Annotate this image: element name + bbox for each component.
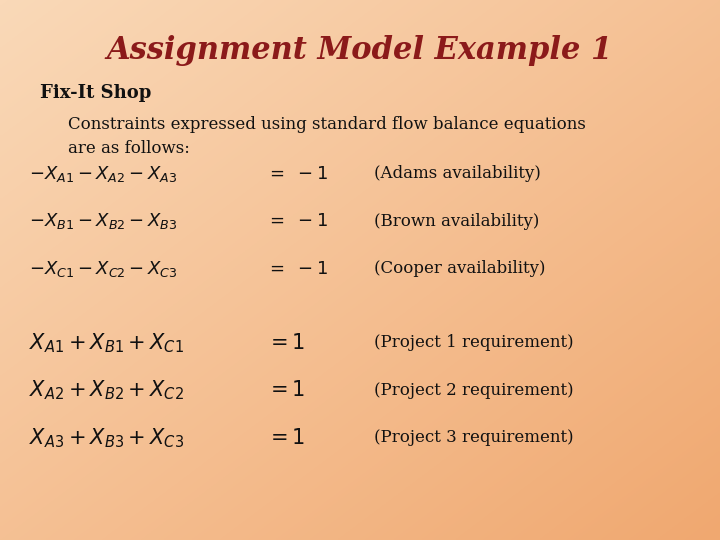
Text: (Project 1 requirement): (Project 1 requirement) xyxy=(374,334,574,352)
Text: $-X_{C1} - X_{C2} - X_{C3}$: $-X_{C1} - X_{C2} - X_{C3}$ xyxy=(29,259,177,279)
Text: (Brown availability): (Brown availability) xyxy=(374,213,540,230)
Text: $= 1$: $= 1$ xyxy=(266,380,305,401)
Text: (Cooper availability): (Cooper availability) xyxy=(374,260,546,278)
Text: $=\  -1$: $=\ -1$ xyxy=(266,260,328,278)
Text: $X_{A3} + X_{B3} + X_{C3}$: $X_{A3} + X_{B3} + X_{C3}$ xyxy=(29,426,184,450)
Text: $X_{A2} + X_{B2} + X_{C2}$: $X_{A2} + X_{B2} + X_{C2}$ xyxy=(29,379,184,402)
Text: $-X_{A1} - X_{A2} - X_{A3}$: $-X_{A1} - X_{A2} - X_{A3}$ xyxy=(29,164,177,184)
Text: $X_{A1} + X_{B1} + X_{C1}$: $X_{A1} + X_{B1} + X_{C1}$ xyxy=(29,331,184,355)
Text: Fix-It Shop: Fix-It Shop xyxy=(40,84,151,102)
Text: (Project 3 requirement): (Project 3 requirement) xyxy=(374,429,574,447)
Text: Assignment Model Example 1: Assignment Model Example 1 xyxy=(107,35,613,66)
Text: $=\  -1$: $=\ -1$ xyxy=(266,212,328,231)
Text: $=\  -1$: $=\ -1$ xyxy=(266,165,328,183)
Text: $= 1$: $= 1$ xyxy=(266,333,305,353)
Text: Constraints expressed using standard flow balance equations: Constraints expressed using standard flo… xyxy=(68,116,586,133)
Text: (Adams availability): (Adams availability) xyxy=(374,165,541,183)
Text: $-X_{B1} - X_{B2} - X_{B3}$: $-X_{B1} - X_{B2} - X_{B3}$ xyxy=(29,211,177,232)
Text: $= 1$: $= 1$ xyxy=(266,428,305,448)
Text: are as follows:: are as follows: xyxy=(68,140,190,157)
Text: (Project 2 requirement): (Project 2 requirement) xyxy=(374,382,574,399)
